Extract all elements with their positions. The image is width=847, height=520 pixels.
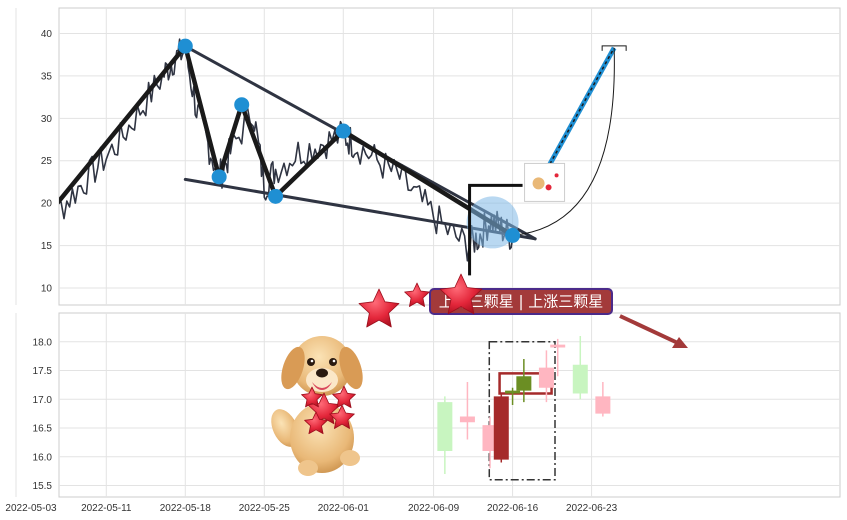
price-gridlines [15,8,840,305]
star-icon [404,282,430,307]
candle-body [482,425,498,451]
date-tick-label: 2022-06-16 [487,503,539,514]
candle-y-tick-label: 17.0 [33,395,53,406]
annotation-group: 上涨三颗星 | 上涨三颗星 [358,273,688,348]
candle-y-axis: 15.5 16.0 16.5 17.0 17.5 18.0 [33,337,53,492]
candle-y-tick-label: 16.0 [33,452,53,463]
annotation-arrowhead [672,337,688,348]
price-y-tick-label: 35 [41,71,53,82]
pivot-point [31,219,46,234]
price-panel: 10 15 20 25 30 35 40 [15,7,841,306]
pivot-point [335,123,351,139]
bracket-marker [468,183,523,276]
candle-gridlines [15,313,840,497]
date-tick-label: 2022-05-03 [5,503,57,514]
thumbnail-star-icon [554,173,559,178]
price-y-tick-label: 40 [41,29,53,40]
projection-target-bracket [601,45,627,51]
pivot-point [211,169,227,185]
price-y-tick-label: 15 [41,241,53,252]
price-y-tick-label: 25 [41,156,53,167]
annotation-text: 上涨三颗星 | 上涨三颗星 [439,293,604,311]
thumbnail-star-icon [545,184,552,191]
pivot-point [505,227,521,243]
candle-y-tick-label: 16.5 [33,424,53,435]
candle-body [595,396,611,414]
star-icon [329,404,355,429]
star-icon [358,288,400,328]
star-icon [332,385,356,409]
candle-x-axis: 2022-05-03 2022-05-11 2022-05-18 2022-05-25… [5,503,617,514]
date-tick-label: 2022-06-09 [408,503,460,514]
projection-arc [512,47,615,236]
candle-body [493,396,509,460]
price-y-tick-label: 10 [41,284,53,295]
candle-body [437,402,453,451]
pivot-point [268,188,284,204]
candle-body [505,390,521,394]
date-tick-label: 2022-05-11 [81,503,132,514]
candle-y-tick-label: 18.0 [33,337,53,348]
star-icon [439,273,483,315]
star-icon [304,411,328,435]
thumbnail-puppy-icon [532,177,545,190]
candle-y-tick-label: 17.5 [33,366,53,377]
date-tick-label: 2022-05-25 [239,503,291,514]
candle-marks [437,336,611,481]
pivot-point [177,38,193,54]
candle-body [459,416,475,423]
date-tick-label: 2022-06-01 [318,503,370,514]
puppy-mascot-icon [271,336,363,476]
date-tick-label: 2022-05-18 [160,503,212,514]
candle-body [572,364,588,394]
pivot-point [234,97,250,113]
price-y-tick-label: 30 [41,114,53,125]
pattern-frame [488,341,556,481]
candle-body [550,344,566,348]
candle-body [516,376,532,391]
thumbnail-card [524,162,566,202]
candle-body [538,367,554,388]
annotation-arrow [619,314,681,346]
projection-line-dash [531,47,615,196]
date-tick-label: 2022-06-23 [566,503,618,514]
price-y-axis: 10 15 20 25 30 35 40 [41,29,53,295]
price-y-tick-label: 20 [41,199,53,210]
star-icon [301,386,323,408]
price-line [59,38,514,262]
candle-panel: 15.516.016.517.017.518.0 2022-05-03 2022-… [5,312,841,514]
price-marks [31,38,627,276]
candle-y-tick-label: 15.5 [33,481,53,492]
